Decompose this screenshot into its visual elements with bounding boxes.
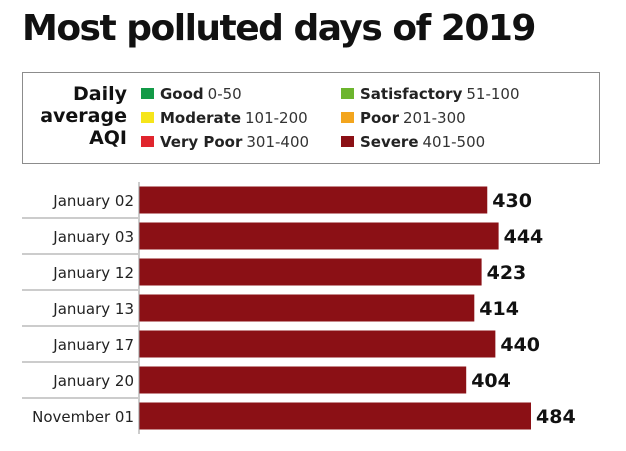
value-label: 414 <box>479 298 519 320</box>
legend-swatch <box>141 136 154 147</box>
category-label: January 20 <box>52 372 134 390</box>
bar <box>139 402 531 430</box>
legend-item-range: 101-200 <box>245 109 308 127</box>
bar <box>139 294 475 322</box>
legend-item-good: Good 0-50 <box>141 85 242 103</box>
bar <box>139 222 499 250</box>
legend-item-name: Moderate <box>160 109 242 127</box>
legend-title-line: AQI <box>89 127 127 149</box>
legend-item-name: Very Poor <box>160 133 243 151</box>
legend-swatch <box>341 88 354 99</box>
category-label: November 01 <box>32 408 134 426</box>
value-label: 404 <box>471 370 511 392</box>
category-label: January 03 <box>52 228 134 246</box>
value-label: 484 <box>536 406 576 428</box>
legend-item-name: Severe <box>360 133 419 151</box>
legend-title-line: Daily <box>72 83 127 105</box>
legend-item-range: 201-300 <box>403 109 466 127</box>
legend-item-very-poor: Very Poor 301-400 <box>141 133 309 151</box>
value-label: 423 <box>487 262 527 284</box>
category-label: January 12 <box>52 264 134 282</box>
category-label: January 13 <box>52 300 134 318</box>
value-label: 440 <box>500 334 540 356</box>
bar <box>139 186 488 214</box>
legend-swatch <box>341 112 354 123</box>
legend-item-range: 0-50 <box>207 85 242 103</box>
legend-swatch <box>141 112 154 123</box>
legend-swatch <box>341 136 354 147</box>
legend-title: Daily average AQI <box>23 83 127 149</box>
legend-swatch <box>141 88 154 99</box>
value-label: 430 <box>492 190 532 212</box>
legend-item-severe: Severe 401-500 <box>341 133 485 151</box>
aqi-legend: Daily average AQI Good 0-50 Satisfactory 5… <box>22 72 600 164</box>
legend-item-name: Good <box>160 85 204 103</box>
value-label: 444 <box>504 226 544 248</box>
legend-item-range: 51-100 <box>466 85 520 103</box>
legend-item-name: Poor <box>360 109 400 127</box>
legend-item-satisfactory: Satisfactory 51-100 <box>341 85 520 103</box>
bar <box>139 330 496 358</box>
page-title: Most polluted days of 2019 <box>22 8 536 49</box>
legend-item-name: Satisfactory <box>360 85 463 103</box>
bar <box>139 366 467 394</box>
legend-item-poor: Poor 201-300 <box>341 109 466 127</box>
legend-item-range: 301-400 <box>246 133 310 151</box>
category-label: January 17 <box>52 336 134 354</box>
category-label: January 02 <box>52 192 134 210</box>
legend-item-range: 401-500 <box>422 133 486 151</box>
legend-item-moderate: Moderate 101-200 <box>141 109 308 127</box>
bar <box>139 258 482 286</box>
legend-title-line: average <box>40 105 127 127</box>
